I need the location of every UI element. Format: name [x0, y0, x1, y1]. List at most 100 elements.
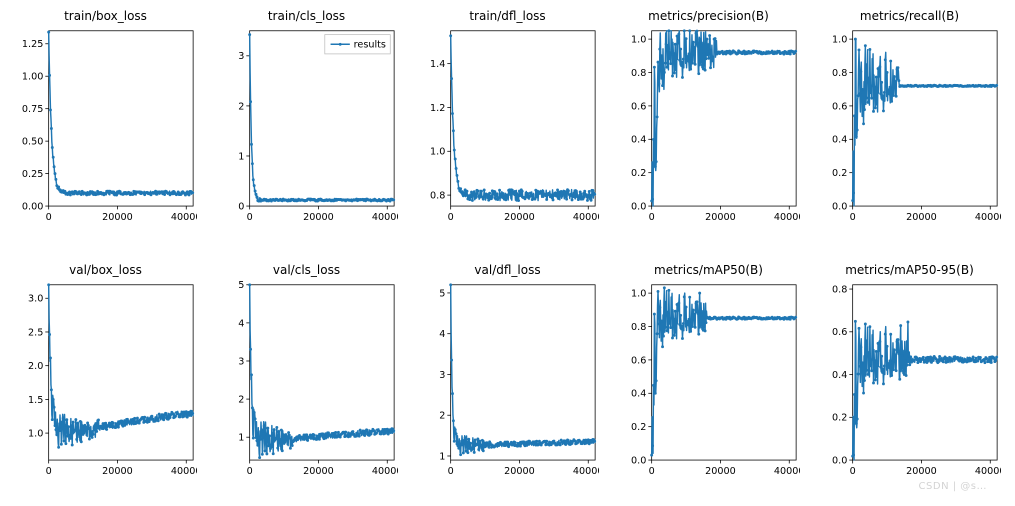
ytick-label: 0.50	[22, 137, 43, 148]
subplot-title: train/dfl_loss	[416, 10, 599, 23]
ytick-label: 0.4	[832, 135, 847, 146]
axes-frame	[49, 31, 193, 206]
xtick-label: 0	[448, 466, 454, 477]
plot-area: 0200004000012345	[215, 279, 398, 492]
ticks: 020000400000123	[238, 51, 398, 223]
legend-label: results	[354, 40, 386, 51]
xtick-label: 20000	[504, 212, 535, 223]
ytick-label: 0.8	[631, 68, 646, 79]
ytick-label: 5	[439, 288, 445, 299]
subplot: train/dfl_loss020000400000.81.01.21.4	[416, 10, 599, 238]
subplot-title: val/dfl_loss	[416, 264, 599, 277]
subplot-title: metrics/precision(B)	[617, 10, 800, 23]
xtick-label: 0	[448, 212, 454, 223]
subplot: val/box_loss020000400001.01.52.02.53.0	[14, 264, 197, 492]
watermark: CSDN | @s…	[919, 481, 987, 492]
ytick-label: 3	[238, 357, 244, 368]
ytick-label: 0.2	[631, 422, 646, 433]
subplot: train/box_loss 0 20000 40000 0.00 0.25 0.50 0.7…	[14, 10, 197, 238]
xtick-label: 40000	[372, 466, 398, 477]
subplot-svg: 020000400000123results	[215, 25, 398, 227]
series-markers	[47, 31, 194, 197]
ytick-label: 0.2	[631, 168, 646, 179]
ytick-label: 0.8	[631, 322, 646, 333]
xtick-label: 0	[850, 466, 856, 477]
xtick-label: 0	[649, 212, 655, 223]
xtick-label: 20000	[906, 212, 937, 223]
series-markers	[248, 284, 395, 460]
plot-area: 020000400000.00.20.40.60.81.0	[818, 25, 1001, 238]
subplot-svg: 020000400000.00.20.40.60.8	[818, 279, 1001, 481]
subplot-grid: train/box_loss020000400000.000.250.500.7…	[0, 0, 1015, 506]
subplot: metrics/precision(B)020000400000.00.20.4…	[617, 10, 800, 238]
ytick-label: 4	[439, 329, 445, 340]
xtick-label: 20000	[303, 466, 334, 477]
ytick-label: 0.4	[631, 135, 646, 146]
subplot: metrics/mAP50(B)020000400000.00.20.40.60…	[617, 264, 800, 492]
ytick-label: 0.0	[832, 202, 847, 213]
ytick-label: 1	[238, 152, 244, 163]
ytick-label: 0.8	[430, 191, 445, 202]
ytick-label: 1.0	[832, 35, 847, 46]
ytick-label: 0.2	[832, 413, 847, 424]
ytick-label: 1.4	[430, 59, 445, 70]
ytick-label: 0.8	[832, 68, 847, 79]
series-line	[451, 36, 595, 201]
series-line	[49, 32, 193, 195]
ytick-label: 1.25	[22, 39, 43, 50]
ytick-label: 1.0	[631, 35, 646, 46]
subplot-svg: 0200004000012345	[416, 279, 599, 481]
xtick-label: 20000	[504, 466, 535, 477]
subplot: train/cls_loss020000400000123results	[215, 10, 398, 238]
xtick-label: 0	[649, 466, 655, 477]
subplot-svg: 0200004000012345	[215, 279, 398, 481]
xtick-label: 0	[46, 212, 52, 223]
axes-frame	[250, 31, 394, 206]
xtick-label: 20000	[102, 212, 133, 223]
ytick-label: 1.0	[28, 429, 43, 440]
xtick-label: 40000	[372, 212, 398, 223]
series-line	[853, 322, 997, 461]
ytick-label: 0.25	[22, 169, 43, 180]
xtick-label: 0	[247, 212, 253, 223]
xtick-label: 0	[850, 212, 856, 223]
ytick-label: 0.0	[631, 456, 646, 467]
subplot-svg: 020000400000.00.20.40.60.81.0	[617, 25, 800, 227]
subplot-title: metrics/recall(B)	[818, 10, 1001, 23]
ytick-label: 3	[439, 370, 445, 381]
xtick-label: 20000	[303, 212, 334, 223]
subplot: metrics/mAP50-95(B)020000400000.00.20.40…	[818, 264, 1001, 492]
subplot-title: train/box_loss	[14, 10, 197, 23]
series-line	[652, 31, 796, 206]
ytick-label: 1.00	[22, 72, 43, 83]
ytick-label: 0.75	[22, 104, 43, 115]
ytick-label: 2	[439, 411, 445, 422]
ytick-label: 3.0	[28, 294, 43, 305]
ytick-label: 2	[238, 101, 244, 112]
ytick-label: 4	[238, 318, 244, 329]
ytick-label: 1.0	[430, 147, 445, 158]
subplot: metrics/recall(B)020000400000.00.20.40.6…	[818, 10, 1001, 238]
ytick-label: 1.2	[430, 103, 445, 114]
ytick-label: 0.6	[832, 327, 847, 338]
ytick-label: 0.4	[631, 389, 646, 400]
subplot-svg: 0 20000 40000 0.00 0.25 0.50 0.75 1.00 1.25	[14, 25, 197, 227]
ytick-label: 0.0	[832, 456, 847, 467]
ytick-label: 0.0	[631, 202, 646, 213]
ytick-label: 2	[238, 395, 244, 406]
plot-area: 0 20000 40000 0.00 0.25 0.50 0.75 1.00 1.25	[14, 25, 197, 238]
ytick-label: 0.00	[22, 202, 43, 213]
xtick-label: 40000	[171, 212, 197, 223]
legend: results	[325, 35, 390, 54]
xtick-label: 0	[247, 466, 253, 477]
xtick-label: 20000	[705, 212, 736, 223]
ytick-label: 0.8	[832, 285, 847, 296]
ytick-label: 0	[238, 202, 244, 213]
xtick-label: 0	[46, 466, 52, 477]
series-line	[652, 288, 796, 455]
series-line	[250, 35, 394, 202]
series-markers	[248, 33, 395, 202]
subplot: val/cls_loss0200004000012345	[215, 264, 398, 492]
subplot-svg: 020000400000.00.20.40.60.81.0	[617, 279, 800, 481]
ticks: 020000400000.81.01.21.4	[430, 59, 599, 223]
